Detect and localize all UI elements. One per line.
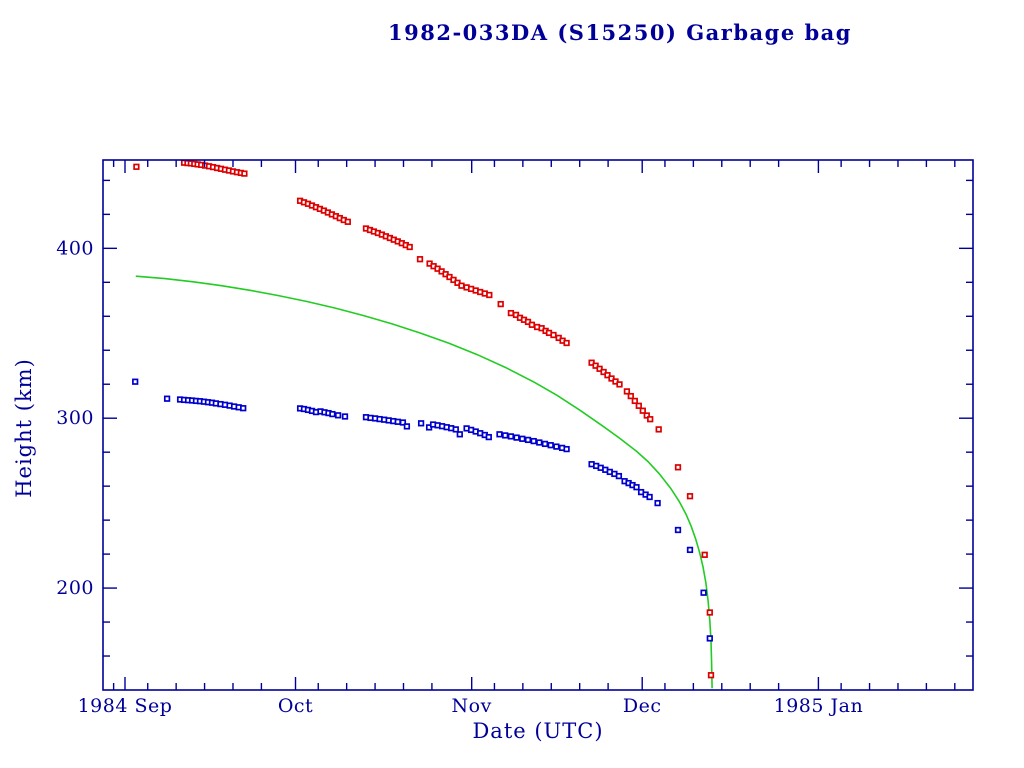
data-point	[403, 423, 411, 430]
plot-frame	[102, 159, 974, 691]
data-point	[486, 291, 493, 299]
data-point	[647, 416, 654, 423]
y-axis-title: Height (km)	[12, 358, 36, 498]
chart-title: 1982-033DA (S15250) Garbage bag	[388, 20, 852, 45]
data-point	[550, 331, 557, 339]
data-point	[563, 445, 570, 453]
data-point	[394, 418, 401, 425]
apogee-height-points	[133, 159, 715, 679]
data-point	[334, 412, 342, 419]
data-point	[530, 437, 537, 445]
data-point	[547, 442, 554, 449]
data-point	[600, 368, 607, 376]
data-point	[706, 635, 713, 642]
data-point	[646, 493, 653, 501]
data-point	[163, 395, 171, 402]
data-point	[633, 484, 640, 491]
data-point	[485, 433, 492, 441]
data-point	[707, 672, 715, 679]
y-tick-label: 400	[56, 237, 94, 259]
data-point	[344, 218, 351, 225]
data-point	[406, 243, 413, 251]
data-point	[536, 439, 543, 446]
data-point	[240, 405, 247, 412]
data-point	[496, 431, 503, 438]
y-tick-label: 300	[56, 407, 94, 429]
x-tick-label: Dec	[623, 695, 662, 717]
data-point	[631, 397, 638, 405]
y-tick-label: 200	[56, 577, 94, 599]
data-point	[643, 412, 650, 419]
data-point	[686, 546, 694, 554]
data-point	[132, 378, 139, 385]
data-point	[706, 609, 713, 616]
data-point	[686, 493, 694, 500]
data-point	[627, 392, 634, 400]
data-point	[655, 426, 662, 433]
data-point	[639, 407, 646, 414]
data-point	[399, 419, 407, 426]
data-point	[519, 435, 526, 442]
data-point	[452, 426, 459, 433]
data-point	[563, 339, 570, 347]
data-point	[329, 410, 336, 418]
data-point	[458, 282, 465, 289]
data-point	[674, 526, 682, 534]
mean-height-curve	[135, 275, 713, 689]
data-point	[604, 372, 611, 379]
x-tick-label: 1985 Jan	[774, 695, 864, 717]
x-axis-title: Date (UTC)	[472, 719, 604, 743]
data-point	[507, 309, 515, 317]
perigee-height-points	[132, 378, 713, 642]
data-point	[700, 589, 707, 596]
data-point	[635, 402, 642, 409]
data-point	[654, 499, 661, 507]
data-point	[417, 420, 425, 427]
data-point	[553, 443, 560, 450]
data-point	[497, 300, 504, 308]
data-point	[541, 440, 549, 448]
data-point	[507, 433, 515, 440]
data-point	[701, 551, 708, 558]
data-point	[341, 413, 349, 420]
data-point	[524, 436, 532, 444]
data-point	[623, 388, 631, 395]
data-point	[528, 321, 536, 328]
data-point	[416, 256, 424, 263]
data-point	[241, 170, 248, 177]
x-tick-label: Nov	[452, 695, 492, 717]
data-point	[615, 472, 623, 480]
data-point	[616, 381, 623, 388]
data-point	[133, 163, 140, 170]
data-point	[502, 432, 509, 439]
data-point	[456, 431, 463, 438]
data-point	[674, 464, 682, 471]
data-point	[596, 365, 603, 372]
data-point	[513, 434, 520, 441]
x-tick-label: 1984 Sep	[78, 695, 173, 717]
x-tick-label: Oct	[278, 695, 313, 717]
